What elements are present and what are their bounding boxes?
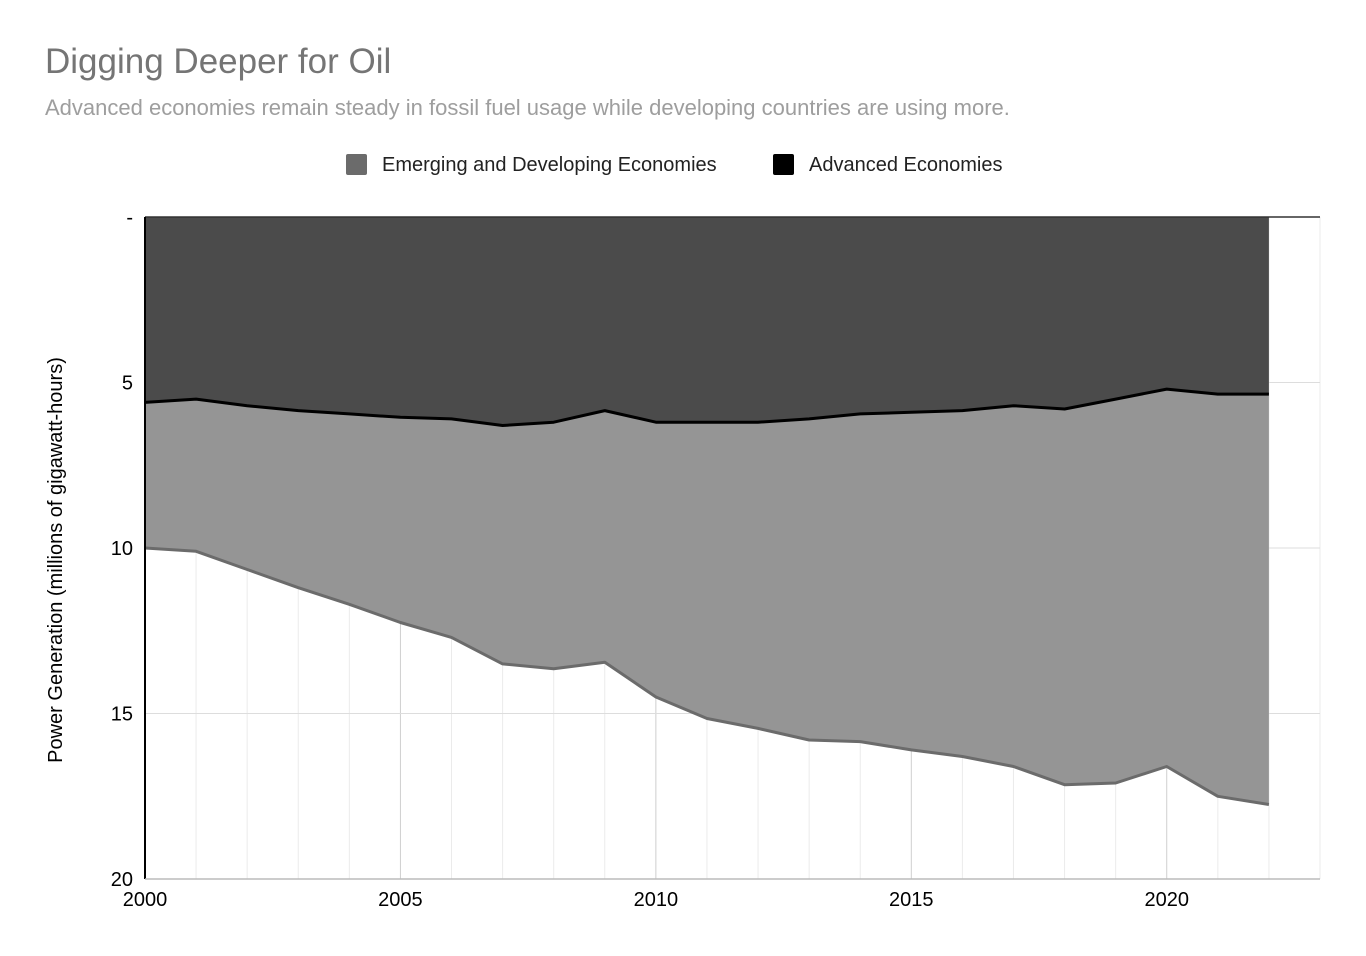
x-tick-label: 2005 [378, 889, 423, 911]
y-tick-label: - [126, 207, 133, 229]
legend-label: Emerging and Developing Economies [382, 154, 717, 176]
x-tick-label: 2000 [123, 889, 168, 911]
x-tick-label: 2020 [1144, 889, 1189, 911]
x-tick-label: 2015 [889, 889, 934, 911]
area-advanced-economies [145, 217, 1269, 426]
chart-subtitle: Advanced economies remain steady in foss… [45, 95, 1010, 120]
y-tick-label: 20 [111, 869, 133, 891]
legend: Emerging and Developing Economies Advance… [346, 154, 1002, 176]
legend-label: Advanced Economies [809, 154, 1002, 176]
y-tick-label: 5 [122, 373, 133, 395]
y-tick-label: 15 [111, 704, 133, 726]
x-tick-label: 2010 [634, 889, 679, 911]
legend-swatch [346, 154, 367, 175]
line-emerging-developing-economies [144, 546, 1270, 806]
legend-swatch [773, 154, 794, 175]
y-tick-label: 10 [111, 538, 133, 560]
line-advanced-economies [144, 387, 1269, 427]
y-axis-title: Power Generation (millions of gigawatt-h… [45, 357, 67, 763]
chart-title: Digging Deeper for Oil [45, 42, 392, 81]
area-emerging-developing-economies [145, 389, 1269, 805]
